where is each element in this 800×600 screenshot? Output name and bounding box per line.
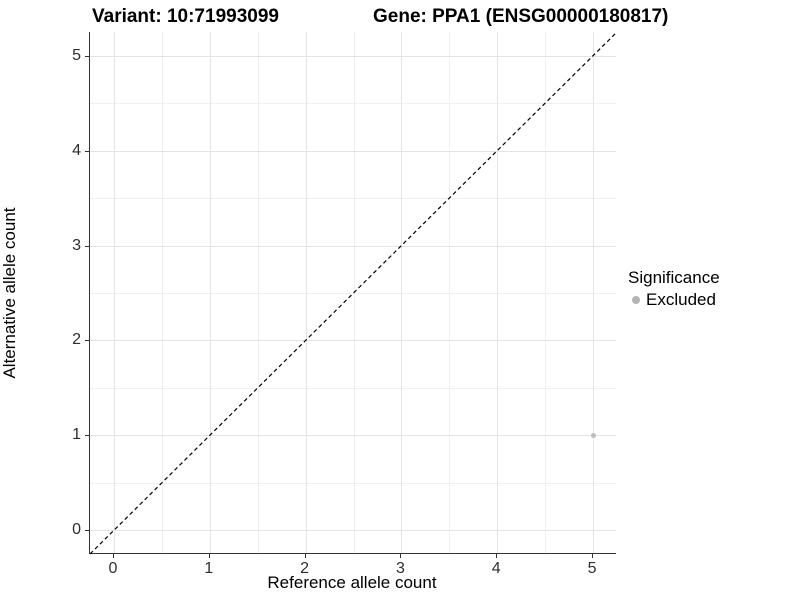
- grid-major-h: [90, 55, 616, 57]
- y-tick: [85, 55, 89, 57]
- identity-dashed-line: [89, 31, 618, 555]
- x-tick: [592, 554, 594, 558]
- x-tick: [496, 554, 498, 558]
- y-tick-label: 0: [72, 521, 81, 539]
- x-tick: [112, 554, 114, 558]
- x-tick-label: 5: [587, 560, 597, 577]
- grid-major-v: [113, 32, 115, 553]
- identity-line-layer: [89, 31, 618, 555]
- grid-minor-v: [449, 32, 451, 553]
- x-tick: [304, 554, 306, 558]
- legend-entries: Excluded: [628, 290, 720, 310]
- grid-major-v: [593, 32, 595, 553]
- x-tick-label: 2: [300, 560, 310, 577]
- legend-entry-label: Excluded: [646, 290, 716, 309]
- grid-minor-v: [545, 32, 547, 553]
- x-tick-label: 3: [395, 560, 405, 577]
- grid-minor-v: [161, 32, 163, 553]
- legend: Significance Excluded: [628, 268, 720, 310]
- grid-major-v: [305, 32, 307, 553]
- grid-minor-h: [90, 482, 616, 484]
- y-tick: [85, 435, 89, 437]
- grid-minor-h: [90, 103, 616, 105]
- y-tick: [85, 245, 89, 247]
- x-tick-label: 0: [108, 560, 118, 577]
- y-tick-label: 3: [72, 236, 81, 254]
- y-axis-title: Alternative allele count: [0, 207, 19, 379]
- x-tick-label: 1: [204, 560, 214, 577]
- grid-major-h: [90, 245, 616, 247]
- y-tick: [85, 150, 89, 152]
- grid-major-h: [90, 530, 616, 532]
- grid-major-v: [401, 32, 403, 553]
- grid-major-h: [90, 435, 616, 437]
- y-tick-label: 5: [72, 46, 81, 64]
- grid-major-h: [90, 340, 616, 342]
- legend-marker-circle: [632, 296, 640, 304]
- x-tick: [400, 554, 402, 558]
- legend-title: Significance: [628, 268, 720, 287]
- grid-minor-h: [90, 387, 616, 389]
- legend-entry: Excluded: [628, 290, 720, 310]
- plot-panel: [89, 31, 618, 555]
- grid-major-v: [209, 32, 211, 553]
- x-tick-label: 4: [491, 560, 501, 577]
- data-point: [590, 432, 596, 438]
- y-tick: [85, 530, 89, 532]
- x-axis-title: Reference allele count: [267, 573, 437, 592]
- grid-major-h: [90, 150, 616, 152]
- grid-major-v: [497, 32, 499, 553]
- gene-title: Gene: PPA1 (ENSG00000180817): [373, 6, 669, 27]
- variant-title: Variant: 10:71993099: [92, 6, 279, 27]
- y-tick-label: 2: [72, 331, 81, 349]
- grid-minor-h: [90, 198, 616, 200]
- y-tick-label: 1: [72, 426, 81, 444]
- y-tick: [85, 340, 89, 342]
- x-tick: [208, 554, 210, 558]
- grid-minor-h: [90, 293, 616, 294]
- grid-minor-v: [257, 32, 259, 553]
- y-tick-label: 4: [72, 141, 81, 159]
